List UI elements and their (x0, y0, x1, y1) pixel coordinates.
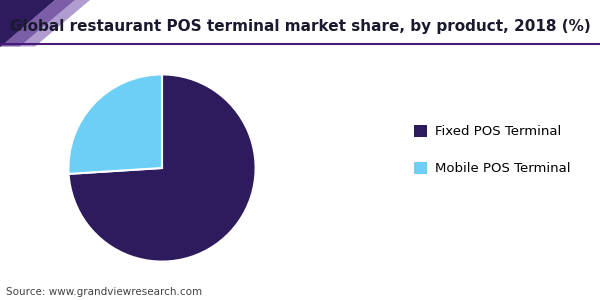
Wedge shape (68, 74, 256, 262)
Polygon shape (0, 0, 55, 46)
Polygon shape (0, 0, 75, 46)
Polygon shape (20, 0, 90, 46)
Text: Source: www.grandviewresearch.com: Source: www.grandviewresearch.com (6, 287, 202, 297)
Text: Global restaurant POS terminal market share, by product, 2018 (%): Global restaurant POS terminal market sh… (10, 20, 590, 34)
Legend: Fixed POS Terminal, Mobile POS Terminal: Fixed POS Terminal, Mobile POS Terminal (408, 119, 575, 181)
Wedge shape (68, 74, 162, 174)
